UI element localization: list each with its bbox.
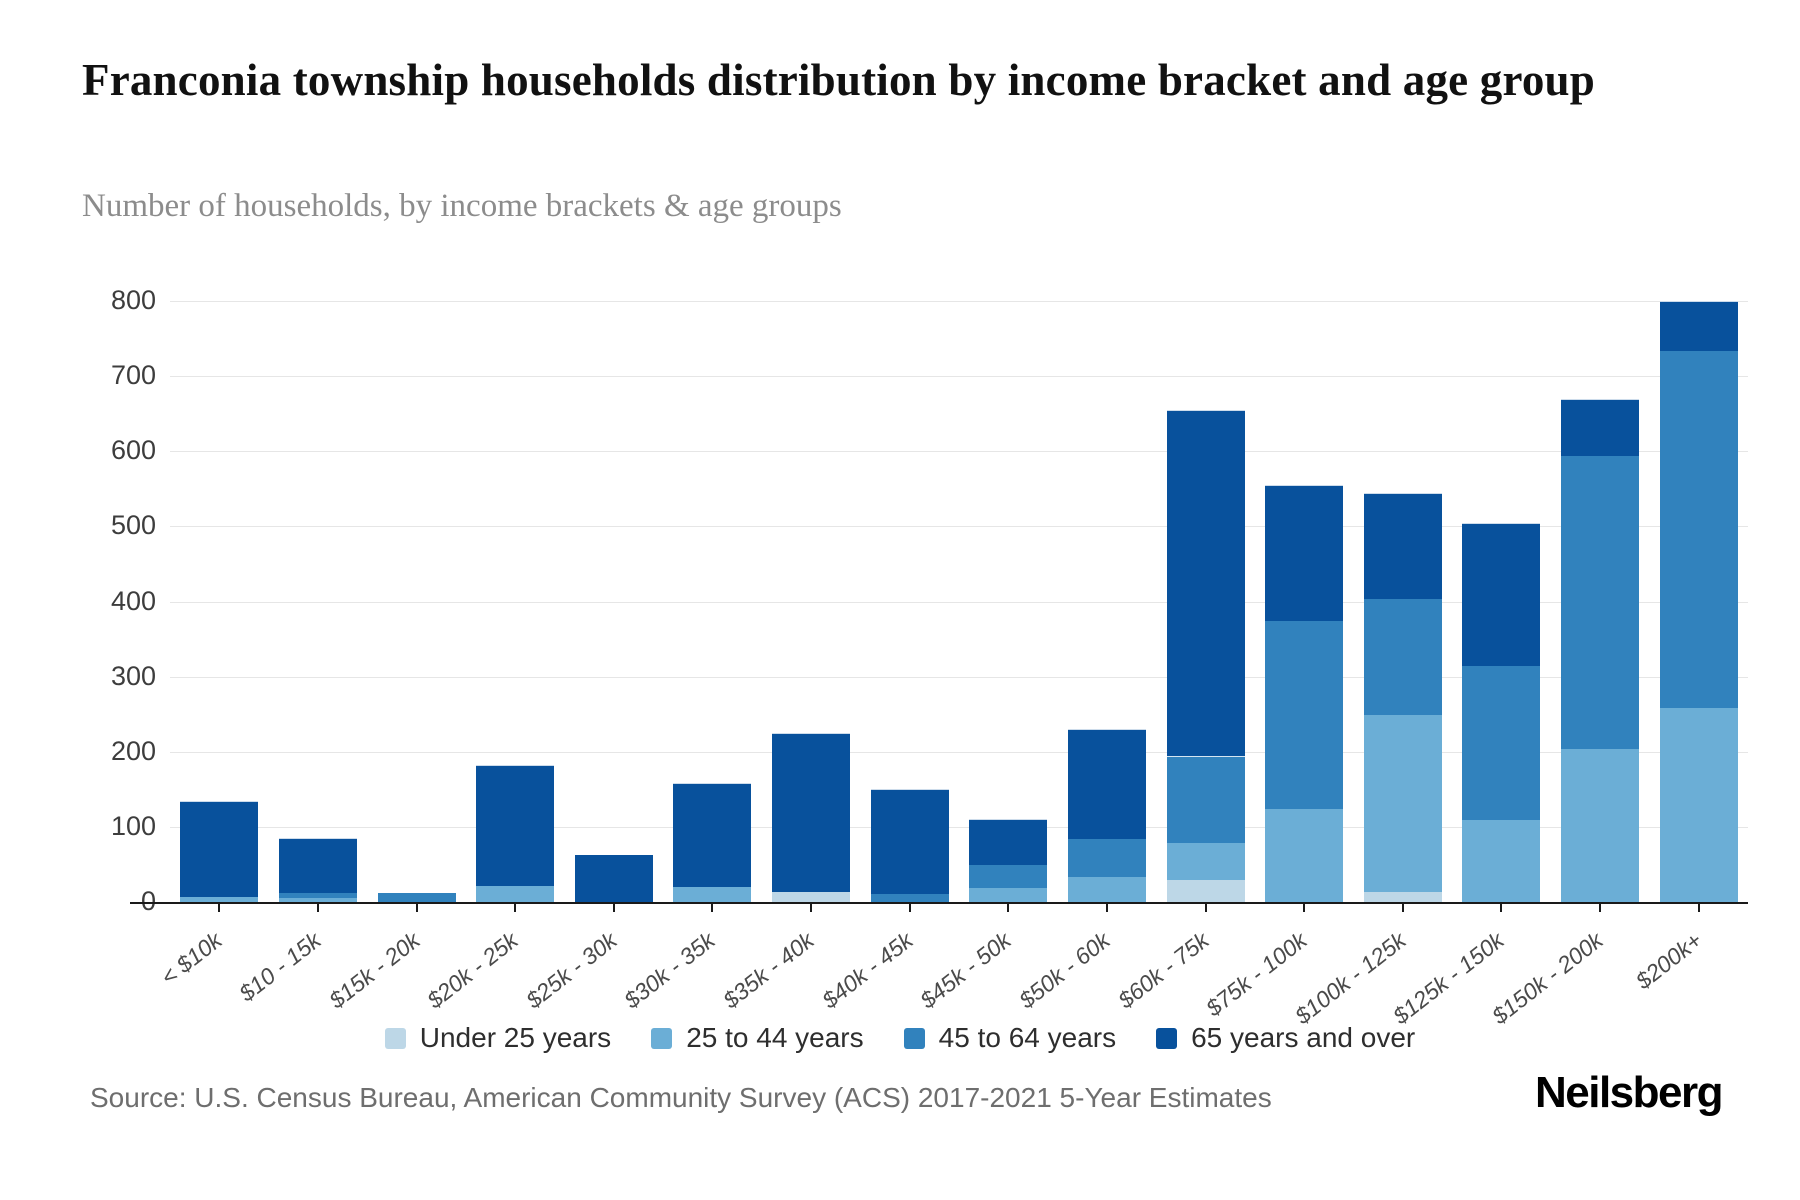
y-tick-label: 100 <box>110 810 156 841</box>
bar-segment-65-years-and-over[interactable] <box>969 819 1048 866</box>
x-tick-mark <box>612 904 615 912</box>
bar-segment-65-years-and-over[interactable] <box>180 800 259 897</box>
legend-swatch-icon <box>651 1027 673 1049</box>
legend-item-25-to-44-years[interactable]: 25 to 44 years <box>651 1022 864 1054</box>
bar-segment-65-years-and-over[interactable] <box>772 732 851 892</box>
legend-label: 65 years and over <box>1191 1022 1416 1053</box>
bar-segment-65-years-and-over[interactable] <box>278 838 357 894</box>
bar-segment-65-years-and-over[interactable] <box>574 855 653 902</box>
bar-segment-25-to-44-years[interactable] <box>476 885 555 902</box>
bar-segment-45-to-64-years[interactable] <box>1166 755 1245 843</box>
bar-segment-65-years-and-over[interactable] <box>1166 409 1245 757</box>
x-tick-mark <box>1105 904 1108 912</box>
bar-segment-25-to-44-years[interactable] <box>278 896 357 902</box>
y-gridline <box>170 526 1748 528</box>
x-tick-mark <box>1599 904 1602 912</box>
bar-segment-65-years-and-over[interactable] <box>1561 398 1640 456</box>
bar-segment-45-to-64-years[interactable] <box>1363 597 1442 716</box>
bar-segment-45-to-64-years[interactable] <box>1561 455 1640 749</box>
chart-title: Franconia township households distributi… <box>82 55 1595 105</box>
x-tick-mark <box>415 904 418 912</box>
y-tick-label: 600 <box>110 435 156 466</box>
y-gridline <box>170 376 1748 378</box>
neilsberg-logo: Neilsberg <box>1534 1068 1724 1117</box>
bar-segment-65-years-and-over[interactable] <box>476 765 555 887</box>
x-axis-line <box>130 902 1748 904</box>
legend-item-65-years-and-over[interactable]: 65 years and over <box>1156 1022 1415 1054</box>
x-tick-mark <box>1401 904 1404 912</box>
x-tick-mark <box>1500 904 1503 912</box>
x-tick-mark <box>316 904 319 912</box>
y-gridline <box>170 601 1748 603</box>
y-tick-label: 0 <box>140 886 156 916</box>
x-tick-mark <box>1303 904 1306 912</box>
bar-segment-45-to-64-years[interactable] <box>1067 838 1146 877</box>
y-gridline <box>170 451 1748 453</box>
x-tick-mark <box>514 904 517 912</box>
bar-segment-under-25-years[interactable] <box>772 890 851 902</box>
y-tick-label: 200 <box>110 735 156 766</box>
bar-segment-25-to-44-years[interactable] <box>1462 819 1541 902</box>
legend-swatch-icon <box>903 1027 925 1049</box>
x-tick-mark <box>711 904 714 912</box>
bar-segment-45-to-64-years[interactable] <box>870 892 949 902</box>
legend-swatch-icon <box>384 1027 406 1049</box>
bar-segment-25-to-44-years[interactable] <box>180 895 259 902</box>
x-tick-mark <box>810 904 813 912</box>
chart-subtitle: Number of households, by income brackets… <box>82 188 842 224</box>
bar-segment-25-to-44-years[interactable] <box>1166 841 1245 881</box>
bar-segment-65-years-and-over[interactable] <box>1067 729 1146 840</box>
y-tick-label: 400 <box>110 585 156 616</box>
y-gridline <box>170 301 1748 302</box>
bar-segment-under-25-years[interactable] <box>1363 890 1442 902</box>
bar-segment-65-years-and-over[interactable] <box>870 789 949 894</box>
legend-label: Under 25 years <box>419 1022 612 1053</box>
y-tick-label: 700 <box>110 360 156 391</box>
bar-segment-65-years-and-over[interactable] <box>1659 301 1738 351</box>
bar-segment-65-years-and-over[interactable] <box>1265 485 1344 622</box>
bar-segment-under-25-years[interactable] <box>1166 879 1245 902</box>
y-tick-label: 300 <box>110 660 156 691</box>
y-gridline <box>170 676 1748 678</box>
y-tick-label: 800 <box>110 285 156 315</box>
legend-item-under-25-years[interactable]: Under 25 years <box>384 1022 612 1054</box>
x-tick-mark <box>908 904 911 912</box>
bar-segment-45-to-64-years[interactable] <box>969 864 1048 888</box>
bar-segment-25-to-44-years[interactable] <box>1659 706 1738 902</box>
source-note: Source: U.S. Census Bureau, American Com… <box>90 1082 1272 1113</box>
bar-segment-45-to-64-years[interactable] <box>1265 620 1344 810</box>
x-tick-mark <box>1204 904 1207 912</box>
bar-segment-25-to-44-years[interactable] <box>969 886 1048 902</box>
chart-legend: Under 25 years 25 to 44 years 45 to 64 yea… <box>0 1022 1800 1054</box>
bar-segment-25-to-44-years[interactable] <box>673 886 752 902</box>
bar-segment-45-to-64-years[interactable] <box>1462 665 1541 821</box>
bar-segment-25-to-44-years[interactable] <box>1363 714 1442 892</box>
bar-segment-45-to-64-years[interactable] <box>377 892 456 902</box>
legend-item-45-to-64-years[interactable]: 45 to 64 years <box>903 1022 1117 1054</box>
bar-segment-65-years-and-over[interactable] <box>673 783 752 888</box>
legend-label: 25 to 44 years <box>686 1022 864 1053</box>
y-gridline <box>170 826 1748 828</box>
bar-segment-25-to-44-years[interactable] <box>1561 747 1640 902</box>
bar-segment-45-to-64-years[interactable] <box>1659 349 1738 708</box>
legend-label: 45 to 64 years <box>938 1022 1117 1053</box>
y-tick-label: 500 <box>110 510 156 541</box>
bar-segment-65-years-and-over[interactable] <box>1462 522 1541 667</box>
x-tick-mark <box>1007 904 1010 912</box>
bar-segment-25-to-44-years[interactable] <box>1067 875 1146 902</box>
y-gridline <box>170 751 1748 753</box>
legend-swatch-icon <box>1156 1027 1178 1049</box>
bar-segment-25-to-44-years[interactable] <box>1265 808 1344 902</box>
x-tick-mark <box>1697 904 1700 912</box>
bar-segment-65-years-and-over[interactable] <box>1363 492 1442 599</box>
x-tick-mark <box>218 904 221 912</box>
